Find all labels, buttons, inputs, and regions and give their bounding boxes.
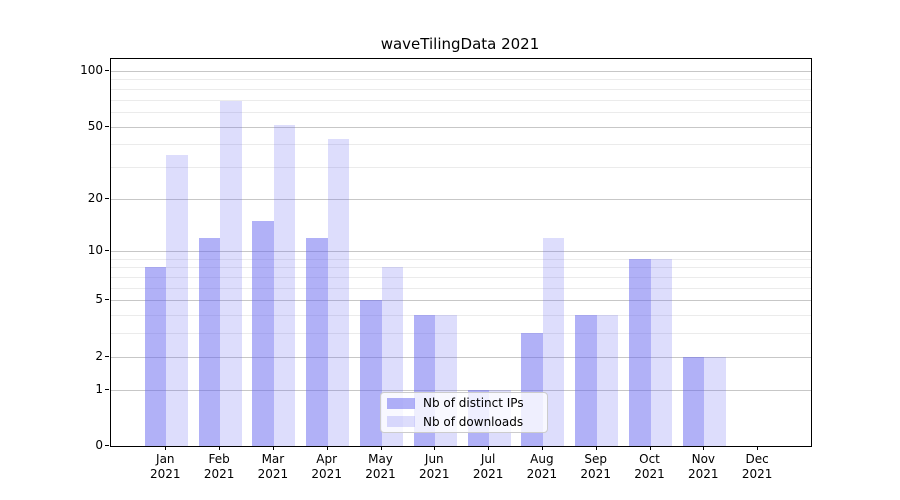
bar-distinct-ips-mar — [252, 220, 274, 446]
gridline-minor — [111, 277, 811, 278]
y-tick-mark — [105, 197, 109, 199]
bar-downloads-nov — [704, 356, 726, 446]
bar-downloads-jan — [166, 154, 188, 446]
gridline-minor — [111, 166, 811, 168]
x-tick-mark — [488, 446, 490, 450]
gridline-minor — [111, 267, 811, 269]
x-tick-mark — [165, 446, 167, 450]
bar-distinct-ips-apr — [306, 237, 328, 446]
legend-swatch-distinct-ips — [387, 397, 415, 409]
y-tick-label: 2 — [95, 348, 103, 363]
chart-title: waveTilingData 2021 — [380, 35, 540, 53]
x-tick-label-dec: Dec 2021 — [741, 452, 773, 481]
bar-downloads-sep — [596, 315, 619, 446]
y-tick-mark — [105, 125, 109, 127]
y-tick-label: 0 — [95, 438, 103, 452]
y-tick-mark — [105, 250, 109, 252]
y-tick-label: 1 — [95, 381, 103, 396]
y-tick-label: 50 — [87, 118, 103, 133]
gridline-major — [111, 300, 811, 302]
x-tick-mark — [434, 446, 436, 450]
gridline-minor — [111, 111, 811, 113]
bar-distinct-ips-sep — [575, 315, 597, 446]
bar-distinct-ips-feb — [198, 237, 221, 446]
y-tick-mark — [105, 299, 109, 301]
gridline-minor — [111, 144, 811, 146]
legend: Nb of distinct IPs Nb of downloads — [380, 392, 548, 433]
bar-distinct-ips-oct — [629, 258, 651, 446]
gridline-major — [111, 389, 811, 391]
x-tick-label-jan: Jan 2021 — [150, 452, 181, 481]
bar-downloads-aug — [542, 237, 565, 446]
x-tick-mark — [703, 446, 705, 450]
bar-downloads-apr — [327, 138, 350, 446]
x-tick-mark — [380, 446, 382, 450]
bar-downloads-mar — [273, 124, 296, 446]
x-tick-label-mar: Mar 2021 — [257, 452, 289, 481]
bar-downloads-feb — [220, 100, 242, 446]
gridline-minor — [111, 315, 811, 317]
legend-swatch-downloads — [387, 416, 415, 428]
bar-distinct-ips-nov — [682, 356, 705, 446]
gridline-minor — [111, 287, 811, 289]
gridline-minor — [111, 333, 811, 335]
x-tick-mark — [541, 446, 543, 450]
gridline-minor — [111, 79, 811, 81]
x-tick-label-jul: Jul 2021 — [472, 452, 504, 481]
x-tick-label-may: May 2021 — [365, 452, 396, 481]
legend-item-distinct-ips: Nb of distinct IPs — [387, 395, 541, 412]
y-tick-label: 10 — [87, 243, 103, 258]
gridline-minor — [111, 99, 811, 101]
x-tick-label-sep: Sep 2021 — [580, 452, 611, 481]
x-tick-label-oct: Oct 2021 — [634, 452, 665, 481]
gridline-major — [111, 71, 811, 72]
x-tick-label-aug: Aug 2021 — [526, 452, 558, 481]
y-tick-mark — [105, 388, 109, 390]
x-tick-mark — [649, 446, 651, 450]
x-tick-mark — [757, 446, 759, 450]
bar-distinct-ips-jan — [144, 267, 167, 446]
y-tick-label: 100 — [80, 63, 103, 77]
y-tick-mark — [105, 355, 109, 357]
x-tick-label-apr: Apr 2021 — [311, 452, 342, 481]
gridline-major — [111, 198, 811, 200]
x-tick-label-jun: Jun 2021 — [419, 452, 450, 481]
bar-distinct-ips-may — [360, 300, 382, 446]
x-tick-mark — [595, 446, 597, 450]
gridline-minor — [111, 258, 811, 260]
plot-area — [110, 58, 812, 447]
legend-label: Nb of downloads — [423, 414, 524, 429]
legend-label: Nb of distinct IPs — [423, 396, 524, 411]
gridline-major — [111, 251, 811, 253]
x-tick-mark — [272, 446, 274, 450]
legend-item-downloads: Nb of downloads — [387, 414, 541, 431]
x-tick-mark — [326, 446, 328, 450]
gridline-minor — [111, 88, 811, 90]
y-tick-mark — [105, 445, 109, 446]
y-tick-label: 5 — [95, 292, 103, 307]
y-tick-mark — [105, 70, 109, 71]
x-tick-mark — [219, 446, 221, 450]
x-tick-label-feb: Feb 2021 — [203, 452, 235, 481]
bar-downloads-oct — [650, 258, 672, 446]
x-tick-label-nov: Nov 2021 — [688, 452, 719, 481]
y-tick-label: 20 — [87, 190, 103, 205]
gridline-major — [111, 356, 811, 358]
gridline-major — [111, 126, 811, 128]
